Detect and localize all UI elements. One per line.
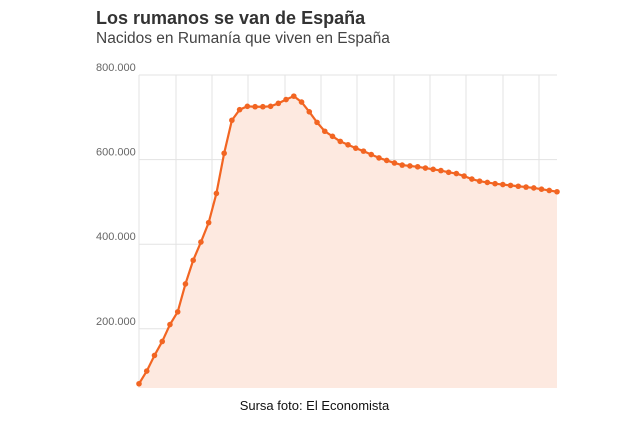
chart-title: Los rumanos se van de España — [96, 8, 366, 28]
data-point — [236, 106, 243, 113]
data-point — [198, 239, 204, 245]
photo-credit: Sursa foto: El Economista — [239, 398, 390, 413]
data-point — [167, 321, 173, 328]
data-point — [399, 162, 405, 168]
data-point — [306, 108, 313, 115]
data-point — [469, 176, 475, 182]
data-point — [515, 183, 522, 190]
data-point — [391, 160, 398, 166]
data-point — [329, 133, 336, 140]
data-point — [376, 155, 382, 161]
data-point — [484, 179, 491, 186]
data-point — [492, 180, 498, 187]
data-point — [438, 167, 444, 174]
data-point — [260, 103, 266, 110]
data-point — [430, 166, 436, 173]
data-point — [229, 117, 235, 124]
data-point — [205, 219, 212, 226]
data-point — [422, 165, 429, 171]
data-point — [345, 141, 351, 148]
data-point — [136, 380, 142, 387]
data-point — [314, 119, 320, 126]
data-point — [554, 188, 560, 195]
area-fill — [139, 96, 557, 389]
data-point — [523, 184, 529, 190]
data-point — [453, 170, 460, 177]
data-point — [383, 157, 390, 164]
data-point — [360, 148, 367, 154]
data-point — [213, 190, 220, 197]
data-point — [174, 309, 181, 315]
data-point — [461, 173, 467, 179]
data-point — [445, 169, 452, 176]
data-point — [414, 163, 421, 170]
data-point — [143, 368, 150, 374]
data-point — [275, 100, 282, 107]
chart-subtitle: Nacidos en Rumanía que viven en España — [96, 30, 390, 47]
y-tick-label: 800.000 — [96, 62, 136, 74]
y-tick-label: 600.000 — [96, 147, 136, 159]
data-point — [507, 182, 514, 189]
data-point — [321, 128, 328, 135]
data-points — [136, 93, 560, 387]
data-point — [546, 187, 553, 194]
y-tick-label: 200.000 — [96, 316, 136, 328]
data-point — [190, 257, 196, 264]
data-point — [530, 185, 537, 191]
data-point — [221, 150, 227, 157]
y-axis-labels: 800.000 600.000 400.000 200.000 — [96, 62, 136, 328]
data-point — [298, 99, 305, 105]
data-point — [267, 103, 274, 110]
data-point — [182, 281, 189, 287]
data-point — [159, 338, 166, 345]
data-point — [244, 103, 251, 110]
data-point — [337, 138, 344, 145]
data-point — [252, 103, 258, 110]
data-point — [368, 151, 375, 158]
data-point — [538, 186, 545, 193]
data-point — [352, 145, 359, 151]
data-point — [291, 93, 297, 99]
data-point — [500, 181, 506, 188]
data-point — [476, 178, 483, 184]
data-point — [407, 163, 413, 169]
data-point — [151, 352, 158, 359]
y-tick-label: 400.000 — [96, 231, 136, 243]
data-point — [283, 96, 289, 103]
